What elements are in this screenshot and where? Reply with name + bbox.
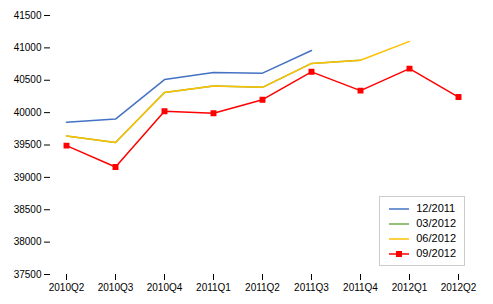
svg-text:2010Q3: 2010Q3 [98, 282, 134, 293]
svg-text:41000: 41000 [14, 42, 42, 53]
html-text:12/2011: 12/2011 [416, 202, 456, 214]
html-text:09/2012: 09/2012 [416, 247, 456, 259]
html-text:06/2012: 06/2012 [416, 232, 456, 244]
html-text:03/2012: 03/2012 [416, 217, 456, 229]
svg-text:38500: 38500 [14, 204, 42, 215]
svg-text:2011Q1: 2011Q1 [196, 282, 231, 293]
svg-text:37500: 37500 [14, 269, 42, 280]
svg-text:38000: 38000 [14, 236, 42, 247]
svg-text:2011Q3: 2011Q3 [294, 282, 329, 293]
svg-text:2012Q2: 2012Q2 [441, 282, 477, 293]
svg-text:2011Q4: 2011Q4 [343, 282, 378, 293]
svg-text:40000: 40000 [14, 107, 42, 118]
svg-text:2012Q1: 2012Q1 [392, 282, 428, 293]
svg-text:2011Q2: 2011Q2 [245, 282, 280, 293]
svg-text:2010Q4: 2010Q4 [147, 282, 183, 293]
svg-text:39000: 39000 [14, 172, 42, 183]
svg-text:2010Q2: 2010Q2 [49, 282, 85, 293]
svg-text:41500: 41500 [14, 10, 42, 21]
svg-text:40500: 40500 [14, 74, 42, 85]
svg-text:39500: 39500 [14, 139, 42, 150]
